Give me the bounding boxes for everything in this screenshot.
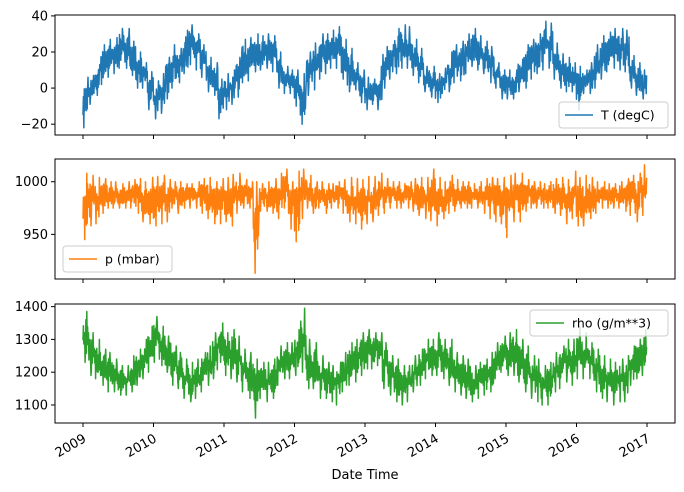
legend: rho (g/m**3): [529, 309, 669, 337]
y-tick-label: −20: [21, 118, 48, 133]
y-tick-label: 40: [31, 9, 48, 24]
x-tick-label: 2011: [194, 431, 230, 461]
x-tick-label: 2017: [617, 431, 653, 461]
x-tick-label: 2016: [546, 431, 582, 461]
x-tick-label: 2009: [53, 431, 89, 461]
y-tick-label: 950: [23, 228, 48, 243]
x-tick-label: 2012: [264, 431, 300, 461]
y-tick-label: 0: [40, 82, 48, 97]
legend-label: p (mbar): [105, 252, 160, 267]
series-line-1: [82, 20, 648, 129]
subplot-3: 1100 1200 1300 1400 2009 2010 2011 2012 2013 2014…: [15, 300, 676, 461]
y-tick-label: 1400: [15, 300, 48, 315]
x-tick-label: 2013: [335, 431, 371, 461]
legend-box: [62, 245, 173, 273]
x-axis-label: Date Time: [331, 468, 398, 483]
x-tick-label: 2015: [476, 431, 512, 461]
y-tick-label: 1100: [15, 398, 48, 413]
legend: p (mbar): [62, 245, 173, 273]
legend-label: T (degC): [600, 108, 655, 123]
y-tick-label: 1200: [15, 366, 48, 381]
legend: T (degC): [558, 101, 669, 129]
y-tick-label: 1000: [15, 175, 48, 190]
series-line-2: [82, 164, 648, 275]
subplot-2: 950 1000 p (mbar): [15, 158, 676, 283]
legend-label: rho (g/m**3): [572, 316, 651, 331]
y-tick-label: 1300: [15, 333, 48, 348]
x-tick-label: 2010: [123, 431, 159, 461]
legend-box: [558, 101, 669, 129]
series-line-3: [82, 307, 648, 419]
y-tick-label: 20: [31, 45, 48, 60]
subplot-1: −20 0 20 40 T (degC): [21, 9, 676, 139]
x-tick-label: 2014: [405, 431, 441, 461]
legend-box: [529, 309, 669, 337]
